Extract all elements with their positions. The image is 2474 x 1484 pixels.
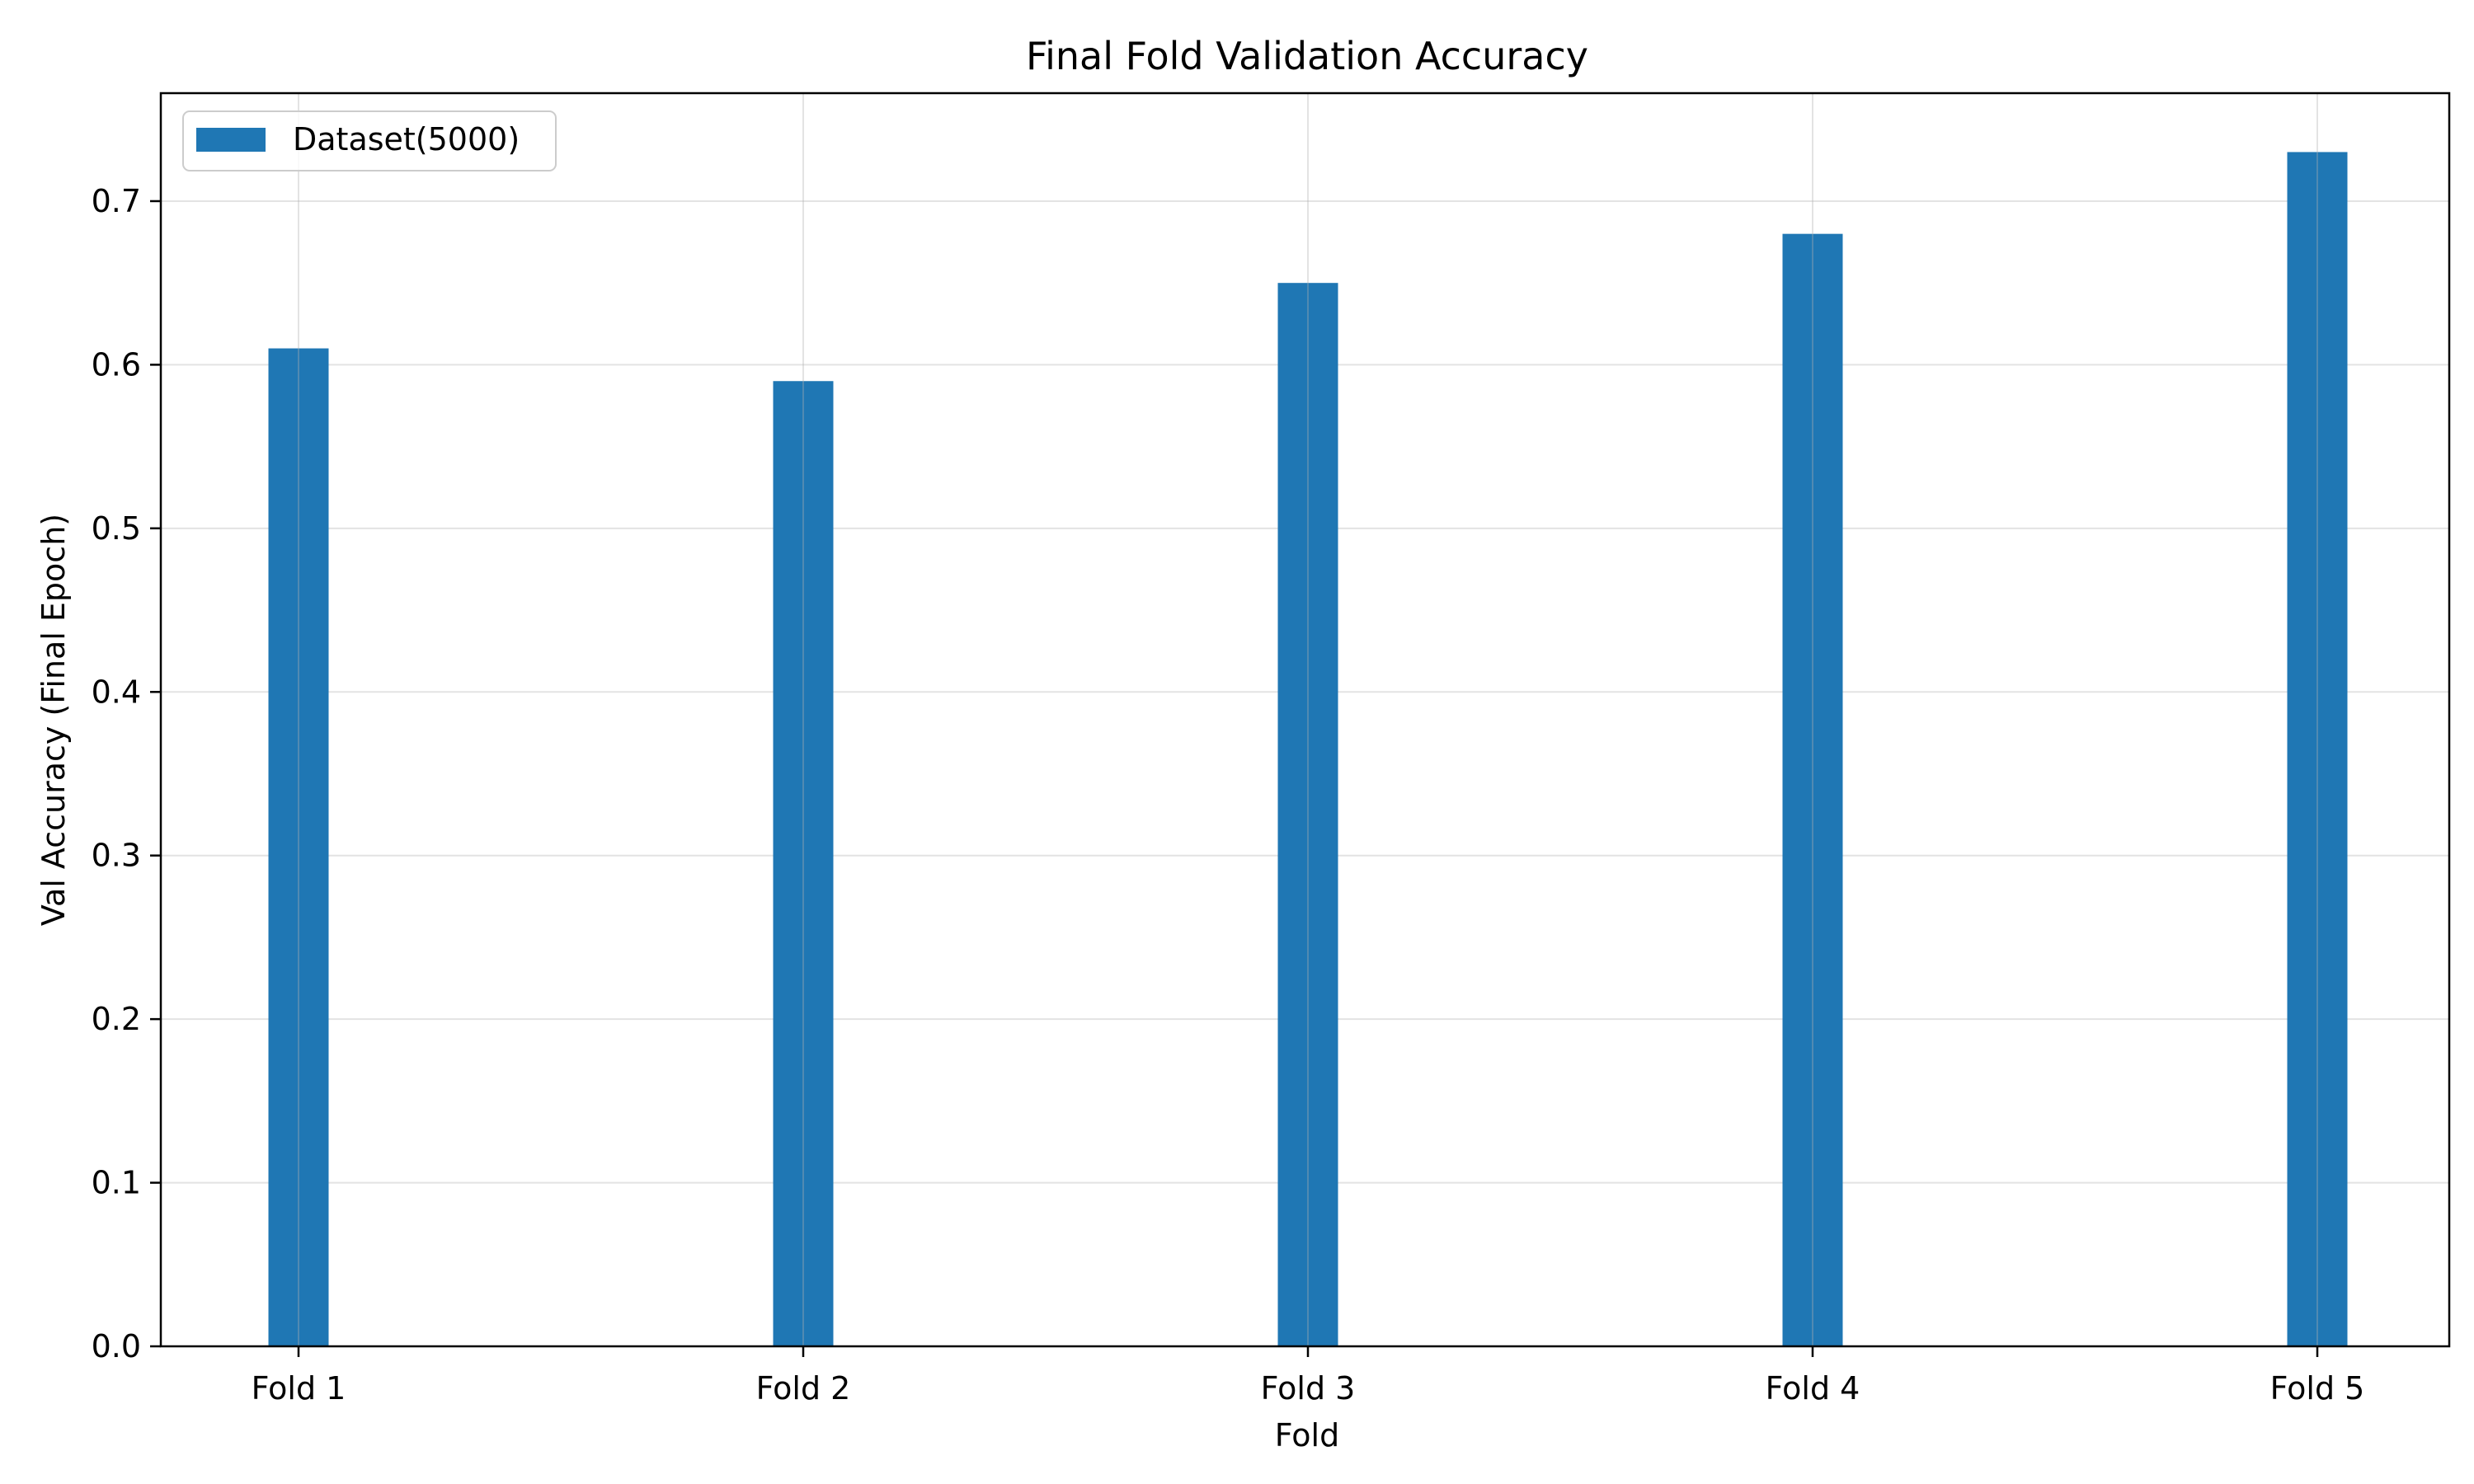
legend-swatch: [196, 128, 266, 152]
y-axis-ticks: 0.0 0.1 0.2 0.3 0.4 0.5 0.6 0.7: [92, 183, 161, 1364]
bar-1: [268, 348, 329, 1346]
y-tick-label: 0.7: [92, 183, 141, 219]
y-tick-label: 0.3: [92, 838, 141, 874]
bar-3: [1277, 283, 1338, 1347]
x-axis-ticks: Fold 1 Fold 2 Fold 3 Fold 4 Fold 5: [252, 1346, 2365, 1407]
y-tick-label: 0.4: [92, 674, 141, 710]
bar-5: [2287, 152, 2348, 1346]
legend-label: Dataset(5000): [293, 121, 520, 157]
legend-box: [182, 110, 557, 171]
y-tick-label: 0.2: [92, 1001, 141, 1037]
y-tick-label: 0.1: [92, 1165, 141, 1201]
legend: Dataset(5000): [182, 110, 557, 171]
x-tick-label: Fold 5: [2270, 1370, 2365, 1407]
chart-title: Final Fold Validation Accuracy: [1026, 34, 1588, 78]
y-tick-label: 0.0: [92, 1328, 141, 1364]
plot-frame: [159, 92, 2451, 1348]
bar-4: [1782, 233, 1843, 1347]
y-tick-label: 0.5: [92, 510, 141, 547]
x-tick-label: Fold 2: [756, 1370, 851, 1407]
plot-area: [159, 92, 2451, 1348]
x-tick-label: Fold 4: [1766, 1370, 1860, 1407]
y-axis-label: Val Accuracy (Final Epoch): [35, 514, 72, 926]
bars: [268, 152, 2348, 1347]
bar-2: [773, 381, 834, 1347]
x-axis-label: Fold: [1275, 1417, 1339, 1453]
vertical-grid-lines: [298, 93, 2318, 1346]
x-tick-label: Fold 3: [1261, 1370, 1356, 1407]
y-tick-label: 0.6: [92, 346, 141, 383]
x-tick-label: Fold 1: [252, 1370, 346, 1407]
